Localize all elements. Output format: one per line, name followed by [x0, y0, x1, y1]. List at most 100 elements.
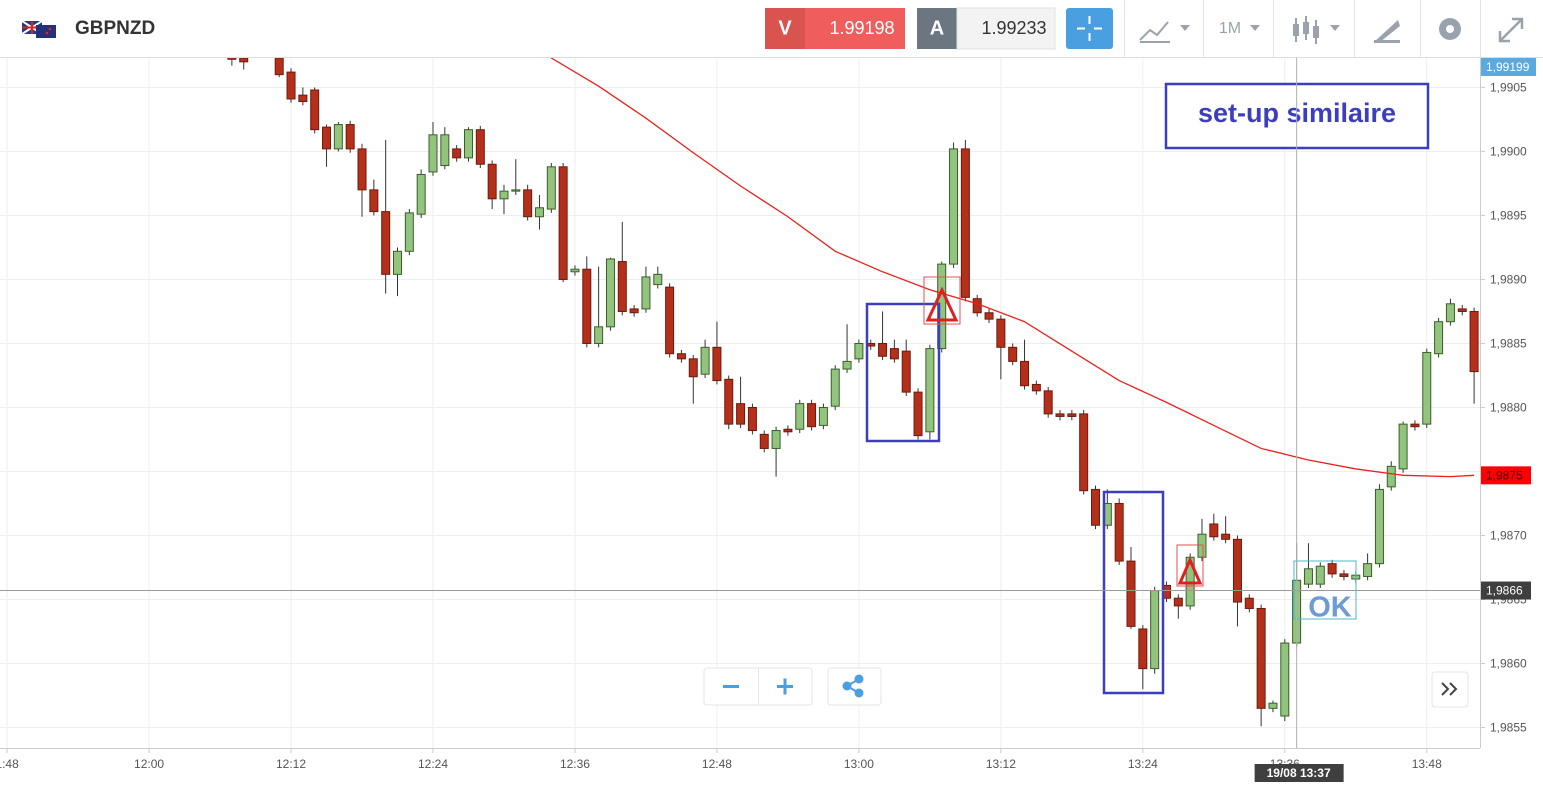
candle-body: [1232, 538, 1242, 603]
candle-body: [1422, 351, 1432, 425]
draw-icon[interactable]: [1374, 20, 1400, 43]
candle-body: [1339, 573, 1349, 577]
zoom-in[interactable]: [777, 678, 793, 695]
candle-body: [1469, 310, 1479, 373]
zoom-controls: [703, 667, 1469, 708]
candle-body: [286, 71, 296, 100]
candle-body: [227, 58, 237, 60]
sell-label: V: [778, 17, 792, 39]
candle-body: [393, 250, 403, 275]
crosshair-x-label-bg: [1254, 764, 1344, 782]
candle-body: [747, 406, 757, 432]
scroll-end-button[interactable]: [1431, 671, 1469, 708]
candle-body: [1374, 488, 1384, 565]
candle-body: [889, 348, 899, 360]
candle-body: [523, 189, 533, 218]
candle-body: [1150, 590, 1160, 670]
x-tick-label: 12:48: [702, 757, 732, 771]
sell-price: 1.99198: [829, 18, 894, 38]
candle-body: [1327, 563, 1337, 575]
sell-button[interactable]: [765, 8, 805, 49]
highlight-box: [865, 302, 941, 443]
x-tick-label: 12:24: [418, 757, 448, 771]
buy-price-box[interactable]: [956, 7, 1056, 50]
share-icon: [842, 674, 864, 698]
candle-body: [949, 148, 959, 265]
share-button[interactable]: [827, 667, 882, 706]
candle-body: [1244, 597, 1254, 609]
candle-body: [1410, 423, 1420, 428]
candle-body: [1445, 303, 1455, 323]
y-tick-label: 1,9905: [1490, 81, 1527, 95]
candle-body: [1315, 565, 1325, 585]
x-tick-label: 12:00: [134, 757, 164, 771]
candle-body: [534, 207, 544, 218]
candle-body: [1398, 423, 1408, 470]
x-tick-label: 13:00: [844, 757, 874, 771]
crosshair-button[interactable]: [1066, 8, 1113, 49]
candle-body: [1138, 628, 1148, 670]
candle-body: [1008, 346, 1018, 362]
candle-body: [1457, 308, 1467, 312]
candle-body: [1197, 533, 1207, 558]
settings-icon[interactable]: [1439, 18, 1461, 40]
candle-body: [783, 428, 793, 433]
candle-body: [878, 342, 888, 357]
timeframe-caret: [1250, 25, 1260, 31]
candle-body: [1256, 607, 1266, 709]
candle-body: [842, 360, 852, 370]
candle-body: [1043, 390, 1053, 415]
y-tick-label: 1,9895: [1490, 209, 1527, 223]
candle-body: [1079, 413, 1089, 492]
fullscreen-icon[interactable]: [1498, 17, 1524, 43]
candle-body: [322, 126, 332, 150]
candle-body: [984, 312, 994, 320]
indicator-icon[interactable]: [1139, 21, 1190, 43]
candle-body: [475, 129, 485, 165]
buy-label: A: [930, 17, 944, 39]
candle-body: [1209, 523, 1219, 538]
candle-body: [996, 318, 1006, 348]
crosshair-y-label-bg: [1481, 581, 1531, 600]
buy-button[interactable]: [917, 8, 957, 49]
candle-body: [416, 173, 426, 215]
candle-body: [570, 268, 580, 273]
candle-body: [1020, 360, 1030, 387]
candle-body: [381, 211, 391, 275]
x-tick-label: 13:12: [986, 757, 1016, 771]
x-tick-label: 13:48: [1412, 757, 1442, 771]
x-tick-label: 13:24: [1128, 757, 1158, 771]
candle-body: [1268, 702, 1278, 709]
timeframe[interactable]: 1M: [1219, 20, 1241, 37]
candle-body: [1091, 488, 1101, 526]
y-tick-label: 1,9870: [1490, 529, 1527, 543]
candle-body: [629, 308, 639, 314]
candle-body: [452, 148, 462, 159]
candle-body: [617, 261, 627, 312]
sell-price-box[interactable]: [805, 8, 905, 49]
candle-body: [937, 263, 947, 350]
candle-body: [404, 212, 414, 252]
signal-triangle: [1177, 556, 1203, 585]
signal-triangle: [925, 286, 959, 322]
chart-type-icon[interactable]: [1293, 16, 1340, 44]
x-tick-label: 1:48: [0, 757, 19, 771]
last-price-label-bg: [1481, 58, 1536, 76]
candle-body: [1303, 568, 1313, 585]
crosshair-x-label: 19/08 13:37: [1267, 766, 1331, 780]
crosshair-y-label: 1,9866: [1486, 584, 1523, 598]
signal-box: [923, 276, 961, 325]
last-price-label: 1,99199: [1486, 60, 1530, 74]
candle-body: [960, 148, 970, 298]
y-tick-label: 1,9860: [1490, 657, 1527, 671]
crosshair-icon: [1077, 16, 1102, 41]
candle-body: [1031, 383, 1041, 392]
candle-body: [605, 258, 615, 328]
candle-body: [653, 273, 663, 286]
flag-icon: [21, 20, 56, 38]
candle-body: [1363, 563, 1373, 577]
candle-body: [700, 346, 710, 375]
candle-body: [428, 134, 438, 173]
candle-body: [357, 148, 367, 191]
ok-text: OK: [1308, 592, 1352, 624]
